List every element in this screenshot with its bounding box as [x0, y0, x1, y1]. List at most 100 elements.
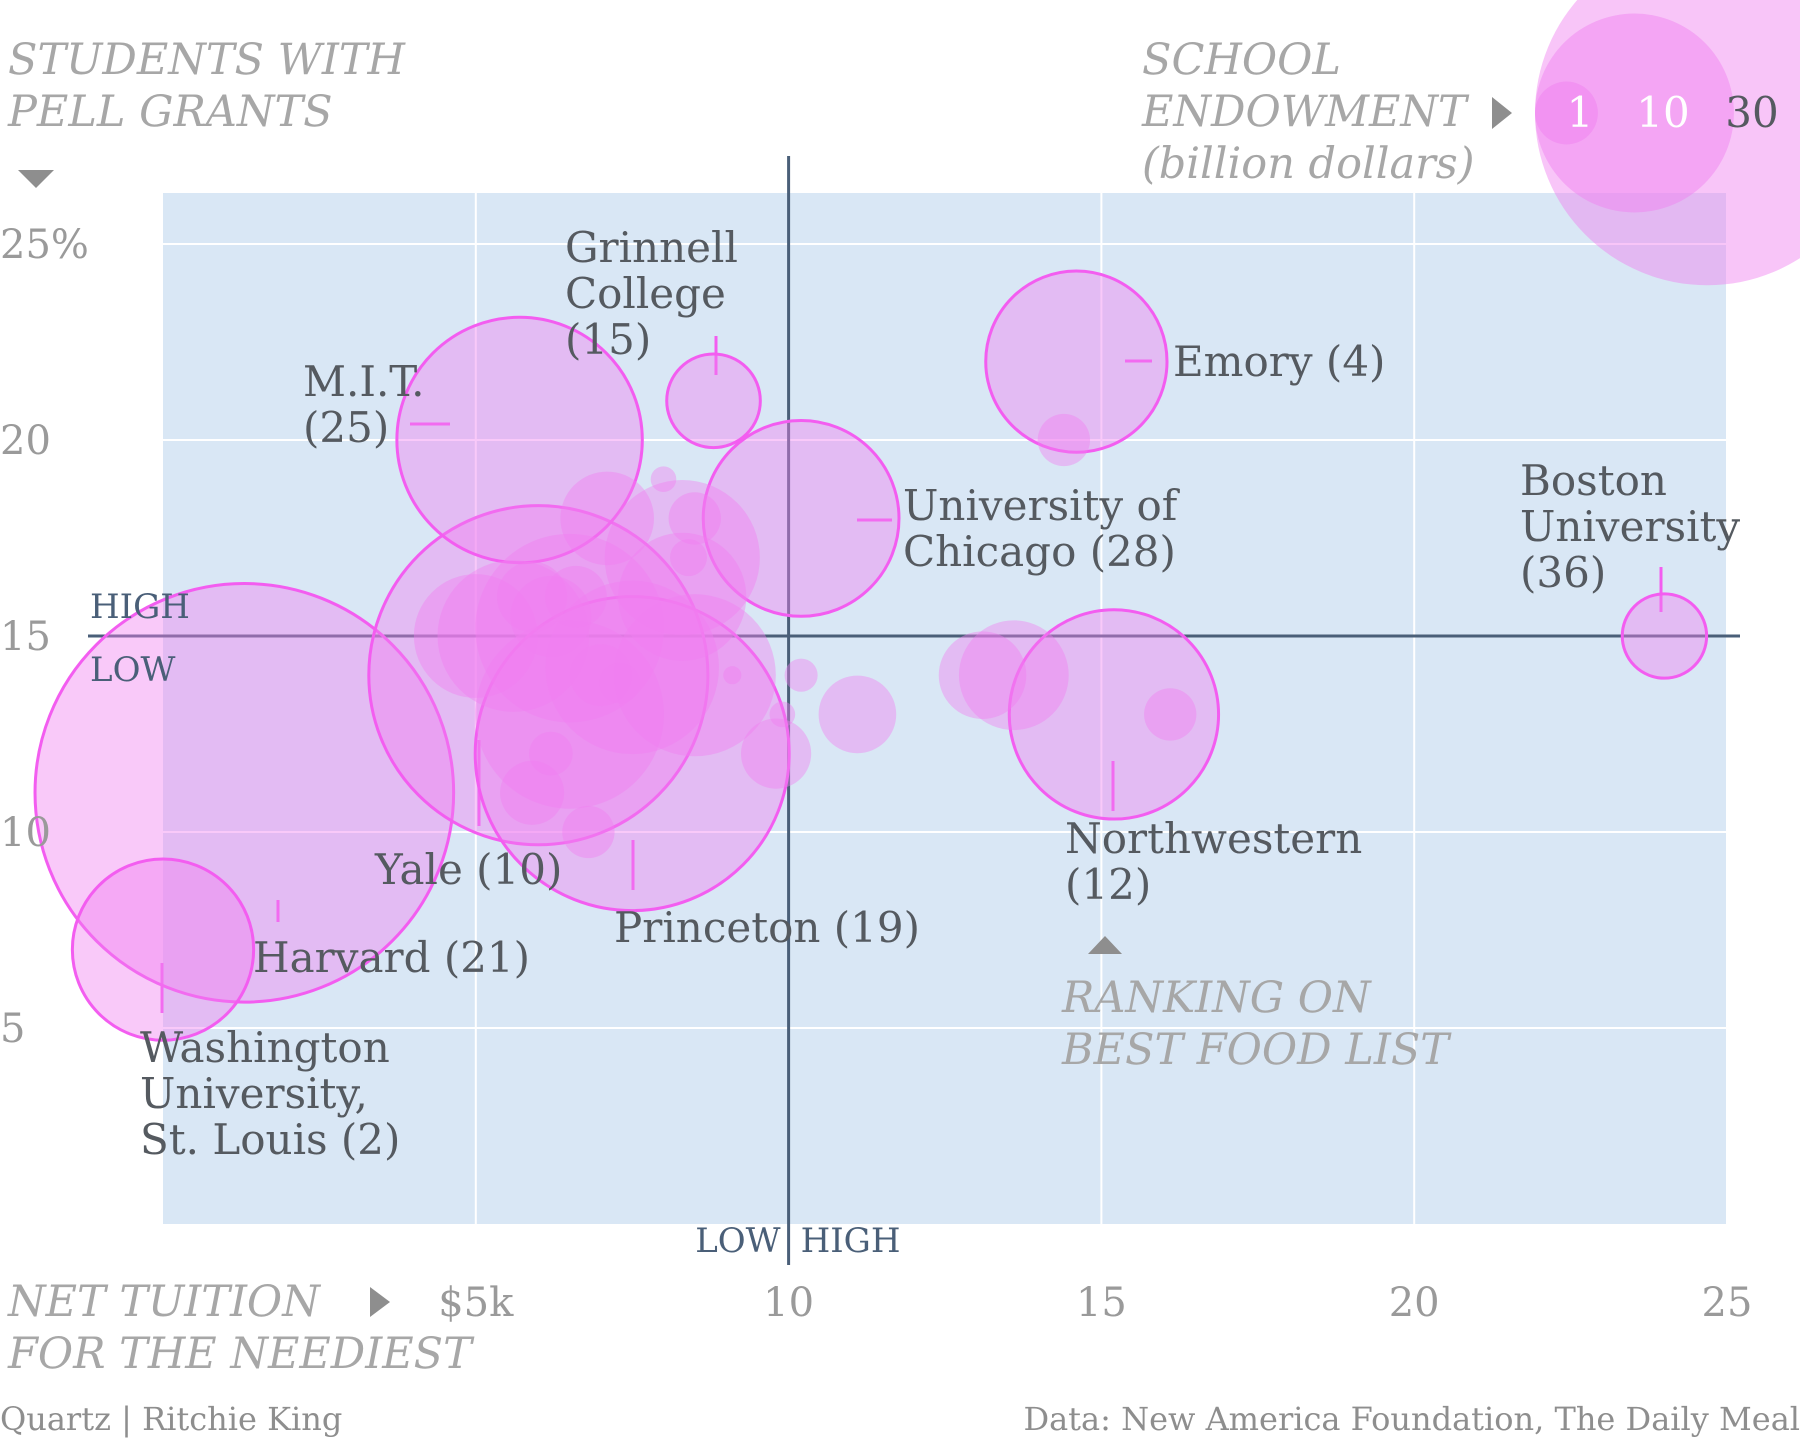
bubble-point [497, 561, 568, 632]
bubble-point [650, 466, 677, 493]
up-arrow-icon [1088, 936, 1122, 954]
credit-right: Data: New America Foundation, The Daily … [1023, 1400, 1800, 1438]
point-label-line: (12) [1065, 860, 1151, 909]
bubble-point [1037, 413, 1091, 467]
bubble-point [769, 701, 796, 728]
bubble-point [413, 574, 538, 698]
bubble-point [613, 594, 776, 757]
point-label-line: Washington [140, 1023, 390, 1072]
bubble-harvard [33, 581, 456, 1004]
point-label-line: (15) [565, 315, 651, 364]
size-legend-title-line: SCHOOL [1142, 35, 1341, 85]
point-label-line: (25) [303, 403, 389, 452]
bubble-point [528, 731, 573, 776]
legend-value-label: 10 [1636, 88, 1689, 137]
bubble-point [599, 662, 640, 704]
bubble-point [545, 580, 719, 755]
point-label-line: M.I.T. [303, 357, 425, 406]
size-legend-title-line: ENDOWMENT [1141, 87, 1470, 137]
y-tick-label: 25% [0, 222, 89, 268]
bubble-yale [367, 504, 710, 847]
bubble-point [784, 658, 818, 692]
size-legend-title-line: (billion dollars) [1142, 139, 1475, 189]
legend-circle [1535, 13, 1734, 213]
x-tick-label: $5k [438, 1280, 514, 1326]
bubble-point [818, 675, 897, 754]
point-label-line: Harvard (21) [253, 933, 530, 982]
y-tick-label: 20 [0, 418, 51, 464]
bubble-point [569, 644, 632, 707]
point-label-line: St. Louis (2) [140, 1115, 400, 1164]
y-axis-title-line: STUDENTS WITH [8, 35, 407, 85]
bubble-point [562, 805, 615, 859]
axis-ticks: 25% 20 15 10 5 $5k 10 15 20 25 HIGH LOW LOW HIGH [0, 222, 1752, 1326]
point-label-line: Northwestern [1065, 814, 1362, 863]
bubble-point [668, 492, 721, 545]
bubble-point [723, 666, 742, 685]
bubble-point [938, 631, 1027, 719]
point-label-line: Boston [1520, 456, 1667, 505]
point-label-line: Yale (10) [374, 845, 562, 894]
bubble-boston-university [1620, 592, 1709, 680]
legend-arrow-icon [1492, 97, 1512, 129]
legend-circle [1535, 0, 1800, 286]
bubbles [33, 269, 1709, 1042]
bubble-washington-university-st-louis [70, 857, 256, 1042]
point-label-line: University, [140, 1069, 368, 1118]
x-tick-label: 10 [763, 1280, 814, 1326]
point-label-line: (36) [1520, 548, 1606, 597]
x-tick-label: 15 [1076, 1280, 1127, 1326]
bubble-northwestern [1007, 608, 1221, 821]
bubble-point [437, 560, 590, 712]
quadrant-label-low-y: LOW [90, 650, 175, 690]
point-label-line: University [1520, 502, 1740, 551]
x-axis-title-line: NET TUITION [7, 1277, 321, 1327]
quadrant-lines [88, 156, 1740, 1265]
quadrant-label-low-x: LOW [695, 1221, 780, 1261]
right-arrow-icon [370, 1287, 390, 1317]
bubble-point [510, 575, 592, 657]
bubble-point [958, 620, 1069, 731]
point-label-line: Grinnell [565, 223, 738, 272]
legend-value-label: 1 [1567, 88, 1594, 137]
credit-left: Quartz | Ritchie King [0, 1400, 342, 1438]
bubble-university-of-chicago [701, 419, 901, 618]
quadrant-label-high-y: HIGH [90, 587, 190, 627]
bubble-emory [984, 269, 1169, 454]
bubble-point [604, 479, 760, 636]
point-label-line: College [565, 269, 726, 318]
rank-title-line: RANKING ON [1061, 973, 1372, 1023]
bubble-point [500, 760, 565, 825]
legend-value-label: 30 [1725, 88, 1778, 137]
point-label-line: Chicago (28) [903, 527, 1176, 576]
down-arrow-icon [18, 170, 54, 188]
point-label-line: Princeton (19) [614, 903, 920, 952]
bubble-point [475, 533, 664, 723]
point-label-line: University of [903, 481, 1181, 530]
bubble-point [740, 718, 812, 789]
bubble-princeton [473, 595, 791, 913]
bubble-point [1144, 688, 1197, 741]
bubble-point [560, 471, 654, 566]
x-axis-title-line: FOR THE NEEDIEST [7, 1329, 475, 1379]
bubble-point [670, 539, 708, 577]
y-tick-label: 15 [0, 614, 51, 660]
bubble-m-i-t- [395, 315, 644, 565]
rank-title-line: BEST FOOD LIST [1061, 1025, 1452, 1075]
bubble-point [544, 565, 607, 628]
x-tick-label: 25 [1702, 1280, 1753, 1326]
x-tick-label: 20 [1389, 1280, 1440, 1326]
quadrant-label-high-x: HIGH [801, 1221, 901, 1261]
point-label-line: Emory (4) [1173, 337, 1385, 386]
bubble-point [618, 532, 747, 661]
y-tick-label: 5 [0, 1006, 25, 1052]
bubble-grinnell-college [665, 352, 762, 450]
bubble-point [475, 620, 664, 809]
legend-circle [1535, 81, 1598, 145]
size-legend: 1 10 30 [1535, 0, 1800, 286]
y-tick-label: 10 [0, 810, 51, 856]
y-axis-title-line: PELL GRANTS [7, 87, 333, 137]
